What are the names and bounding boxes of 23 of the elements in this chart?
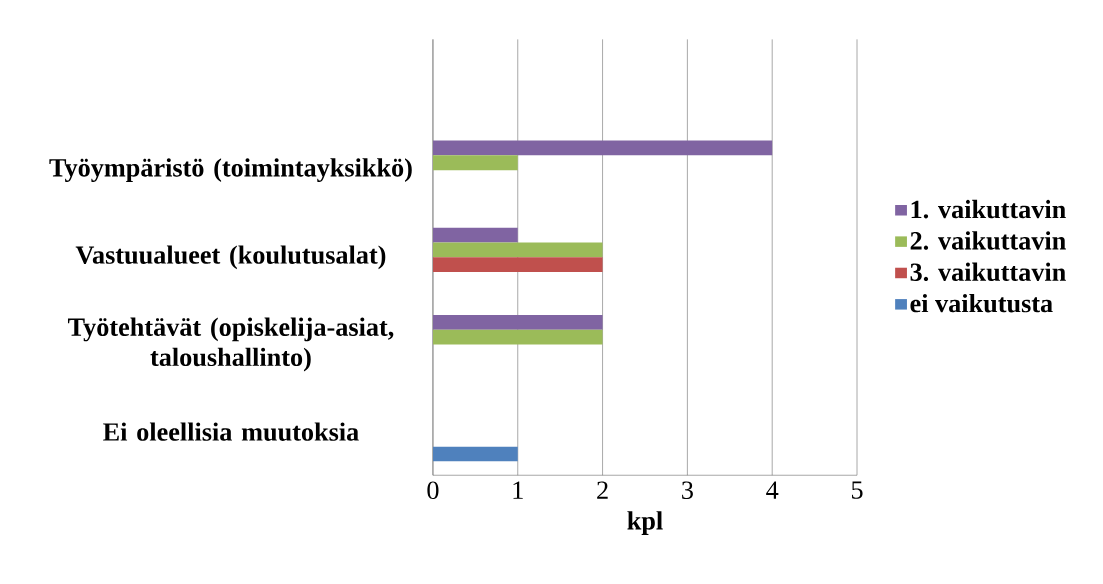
x-axis-title: kpl: [627, 510, 663, 535]
x-tick-label: 4: [766, 481, 779, 499]
bar: [432, 227, 518, 243]
y-tick-label: Ei oleellisia muutoksia: [103, 422, 359, 441]
bar: [432, 257, 603, 272]
x-tick-label: 5: [851, 481, 863, 499]
x-tick-label: 2: [597, 481, 608, 499]
y-tick-label: Vastuualueet (koulutusalat): [75, 245, 386, 269]
bar: [432, 446, 518, 461]
x-tick-label: 3: [682, 481, 693, 499]
x-tick-label: 0: [427, 481, 439, 499]
bar: [432, 242, 603, 258]
legend-label: ei vaikutusta: [910, 293, 1053, 313]
legend-label: 3. vaikuttavin: [910, 262, 1066, 281]
y-tick-label: Työympäristö (toimintayksikkö): [49, 157, 412, 182]
legend-label: 2. vaikuttavin: [910, 230, 1066, 250]
bar: [432, 155, 518, 170]
legend-label: 1. vaikuttavin: [911, 199, 1066, 219]
y-tick-label: Työtehtävät (opiskelija-asiat, taloushallinto): [67, 317, 394, 372]
bar: [432, 329, 603, 345]
bar: [432, 314, 603, 330]
x-tick-label: 1: [513, 481, 523, 499]
bar: [432, 140, 773, 156]
